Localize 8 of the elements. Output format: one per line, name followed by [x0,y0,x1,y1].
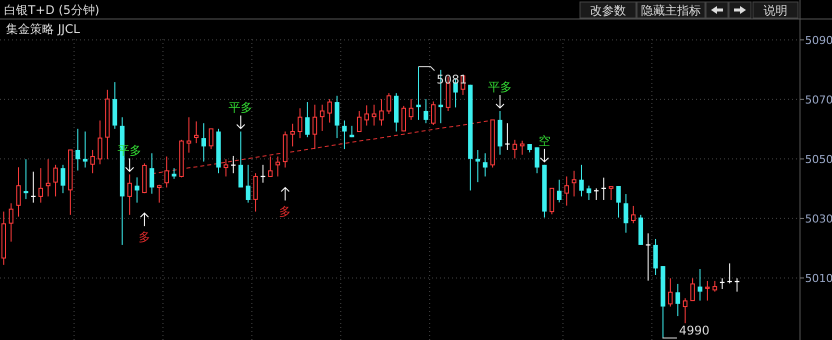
annotation: 平多 [228,100,253,115]
annotation: 4990 [678,324,710,338]
annotation: 多 [138,230,150,244]
annotation: 空 [538,134,550,148]
annotation: 平多 [488,80,512,94]
annotation: 多 [279,204,292,219]
title: 白银T+D (5分钟) [4,3,100,17]
subtitle: 集金策略 JJCL [6,22,80,36]
